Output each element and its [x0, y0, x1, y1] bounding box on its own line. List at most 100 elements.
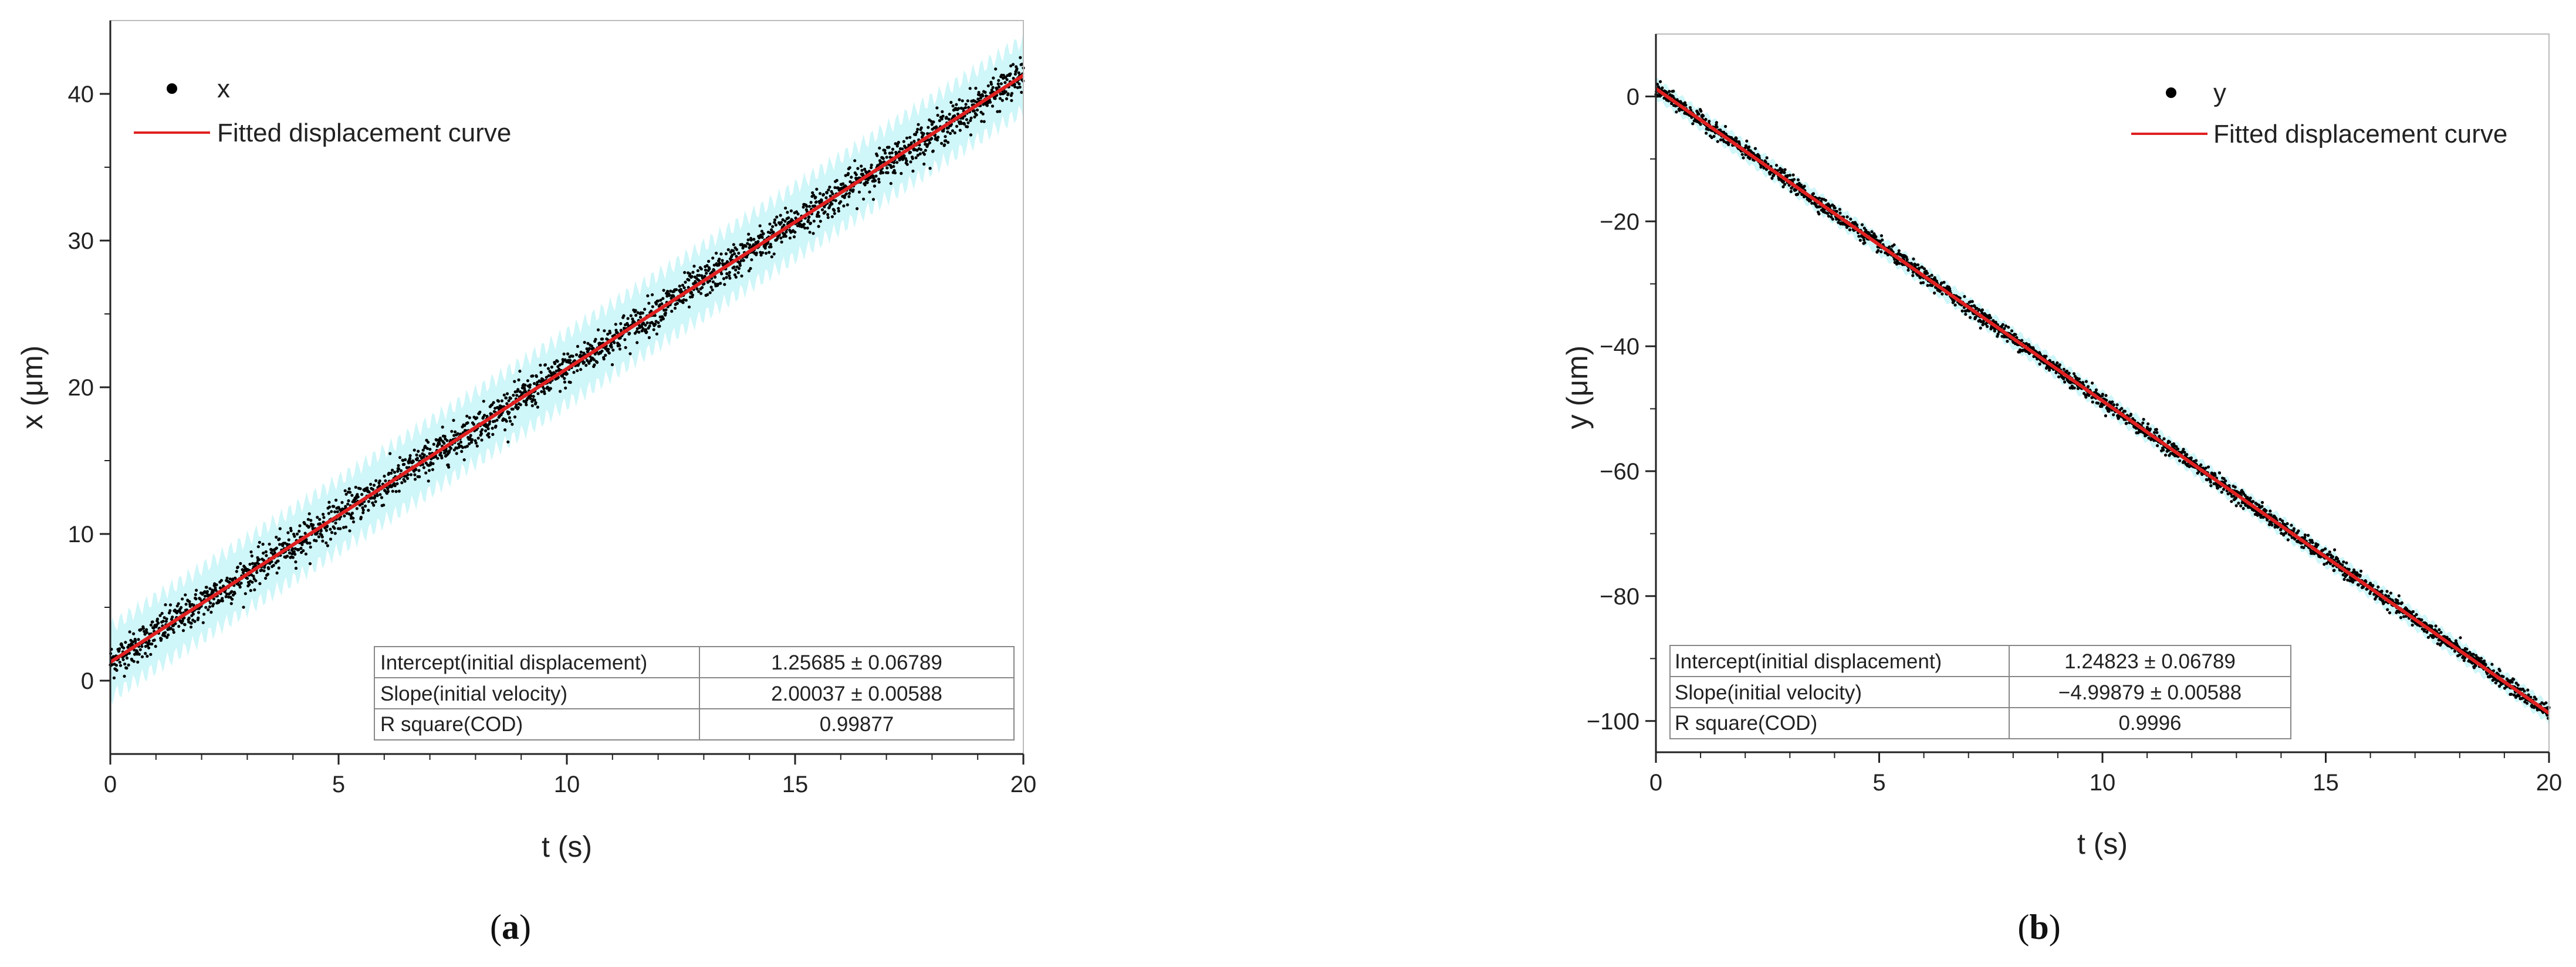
- data-point-a: [128, 630, 131, 634]
- data-point-a: [249, 589, 252, 593]
- data-point-b: [2044, 354, 2048, 358]
- data-point-a: [962, 122, 966, 126]
- data-point-b: [1918, 276, 1922, 279]
- data-point-b: [1911, 274, 1915, 278]
- data-point-a: [734, 275, 738, 279]
- data-point-a: [366, 486, 369, 490]
- data-point-a: [169, 627, 173, 630]
- data-point-a: [881, 157, 885, 160]
- data-point-a: [885, 155, 888, 159]
- data-point-b: [1672, 89, 1675, 93]
- data-point-a: [994, 67, 998, 71]
- data-point-b: [1824, 198, 1827, 202]
- data-point-b: [1973, 305, 1976, 308]
- data-point-b: [1712, 134, 1716, 138]
- caption-b: (b): [2017, 908, 2060, 946]
- data-point-a: [749, 267, 752, 271]
- data-point-b: [2183, 451, 2186, 454]
- y-tick-label-b: −20: [1600, 209, 1639, 235]
- data-point-a: [656, 299, 660, 303]
- data-point-a: [769, 245, 773, 249]
- data-point-a: [662, 289, 665, 292]
- data-point-a: [459, 440, 463, 444]
- data-point-b: [2453, 650, 2457, 653]
- data-point-b: [2249, 496, 2252, 500]
- data-point-a: [266, 573, 270, 576]
- data-point-b: [2432, 635, 2435, 639]
- x-tick-label-b: 20: [2536, 770, 2563, 796]
- data-point-b: [1724, 124, 1728, 129]
- data-point-a: [643, 307, 647, 311]
- data-point-a: [493, 420, 496, 423]
- data-point-b: [1675, 110, 1678, 114]
- data-point-a: [870, 166, 873, 170]
- data-point-a: [949, 100, 953, 104]
- data-point-b: [1699, 123, 1702, 126]
- data-point-a: [399, 469, 403, 472]
- data-point-a: [658, 324, 661, 328]
- data-point-a: [834, 199, 837, 202]
- data-point-a: [125, 667, 129, 670]
- data-point-a: [161, 620, 165, 623]
- y-tick-label-b: −40: [1600, 334, 1639, 360]
- data-point-a: [574, 353, 579, 357]
- data-point-a: [359, 487, 362, 491]
- data-point-a: [526, 379, 530, 383]
- data-point-a: [322, 512, 325, 516]
- data-point-b: [2234, 496, 2237, 500]
- data-point-b: [1968, 316, 1972, 319]
- data-point-a: [707, 259, 711, 263]
- data-point-a: [421, 448, 425, 452]
- fit-table-b-value-2: 0.9996: [2118, 712, 2181, 735]
- data-point-a: [171, 616, 174, 619]
- data-point-b: [1905, 256, 1908, 259]
- data-point-a: [306, 541, 309, 545]
- legend-label-fit-b: Fitted displacement curve: [2213, 120, 2507, 148]
- data-point-a: [118, 661, 121, 664]
- data-point-a: [517, 378, 520, 382]
- data-point-a: [229, 602, 233, 606]
- data-point-b: [2264, 509, 2268, 512]
- data-point-a: [479, 432, 484, 435]
- data-point-a: [779, 221, 783, 224]
- data-point-a: [651, 305, 654, 309]
- data-point-a: [291, 556, 295, 559]
- data-point-a: [901, 147, 904, 151]
- data-point-a: [879, 169, 883, 173]
- data-point-a: [235, 570, 238, 573]
- data-point-b: [1881, 238, 1884, 242]
- data-point-a: [221, 599, 224, 603]
- data-point-a: [623, 338, 627, 342]
- data-point-b: [1710, 136, 1713, 140]
- data-point-b: [2076, 387, 2080, 390]
- fit-table-b-param-2: R square(COD): [1675, 712, 1817, 735]
- data-point-a: [309, 545, 312, 549]
- data-point-b: [2112, 413, 2115, 417]
- data-point-a: [823, 210, 827, 214]
- data-point-b: [2269, 509, 2272, 513]
- data-point-b: [2252, 500, 2255, 503]
- data-point-a: [879, 171, 883, 175]
- data-point-a: [690, 275, 694, 278]
- x-tick-label-b: 0: [1649, 770, 1662, 796]
- data-point-b: [2328, 550, 2331, 554]
- data-point-b: [2065, 369, 2068, 373]
- data-point-b: [1753, 147, 1757, 150]
- data-point-a: [275, 546, 278, 550]
- data-point-b: [2422, 629, 2426, 633]
- data-point-a: [225, 576, 229, 580]
- data-point-a: [946, 126, 950, 130]
- data-point-a: [689, 290, 693, 294]
- data-point-b: [2527, 693, 2530, 696]
- data-point-a: [549, 371, 553, 375]
- data-point-a: [812, 194, 816, 197]
- data-point-a: [934, 136, 938, 140]
- data-point-a: [364, 504, 367, 508]
- data-point-b: [1782, 180, 1786, 183]
- data-point-a: [844, 192, 848, 195]
- data-point-b: [2388, 611, 2392, 614]
- data-point-a: [823, 205, 826, 209]
- data-point-b: [2038, 362, 2041, 366]
- data-point-a: [486, 427, 490, 431]
- data-point-a: [158, 614, 162, 617]
